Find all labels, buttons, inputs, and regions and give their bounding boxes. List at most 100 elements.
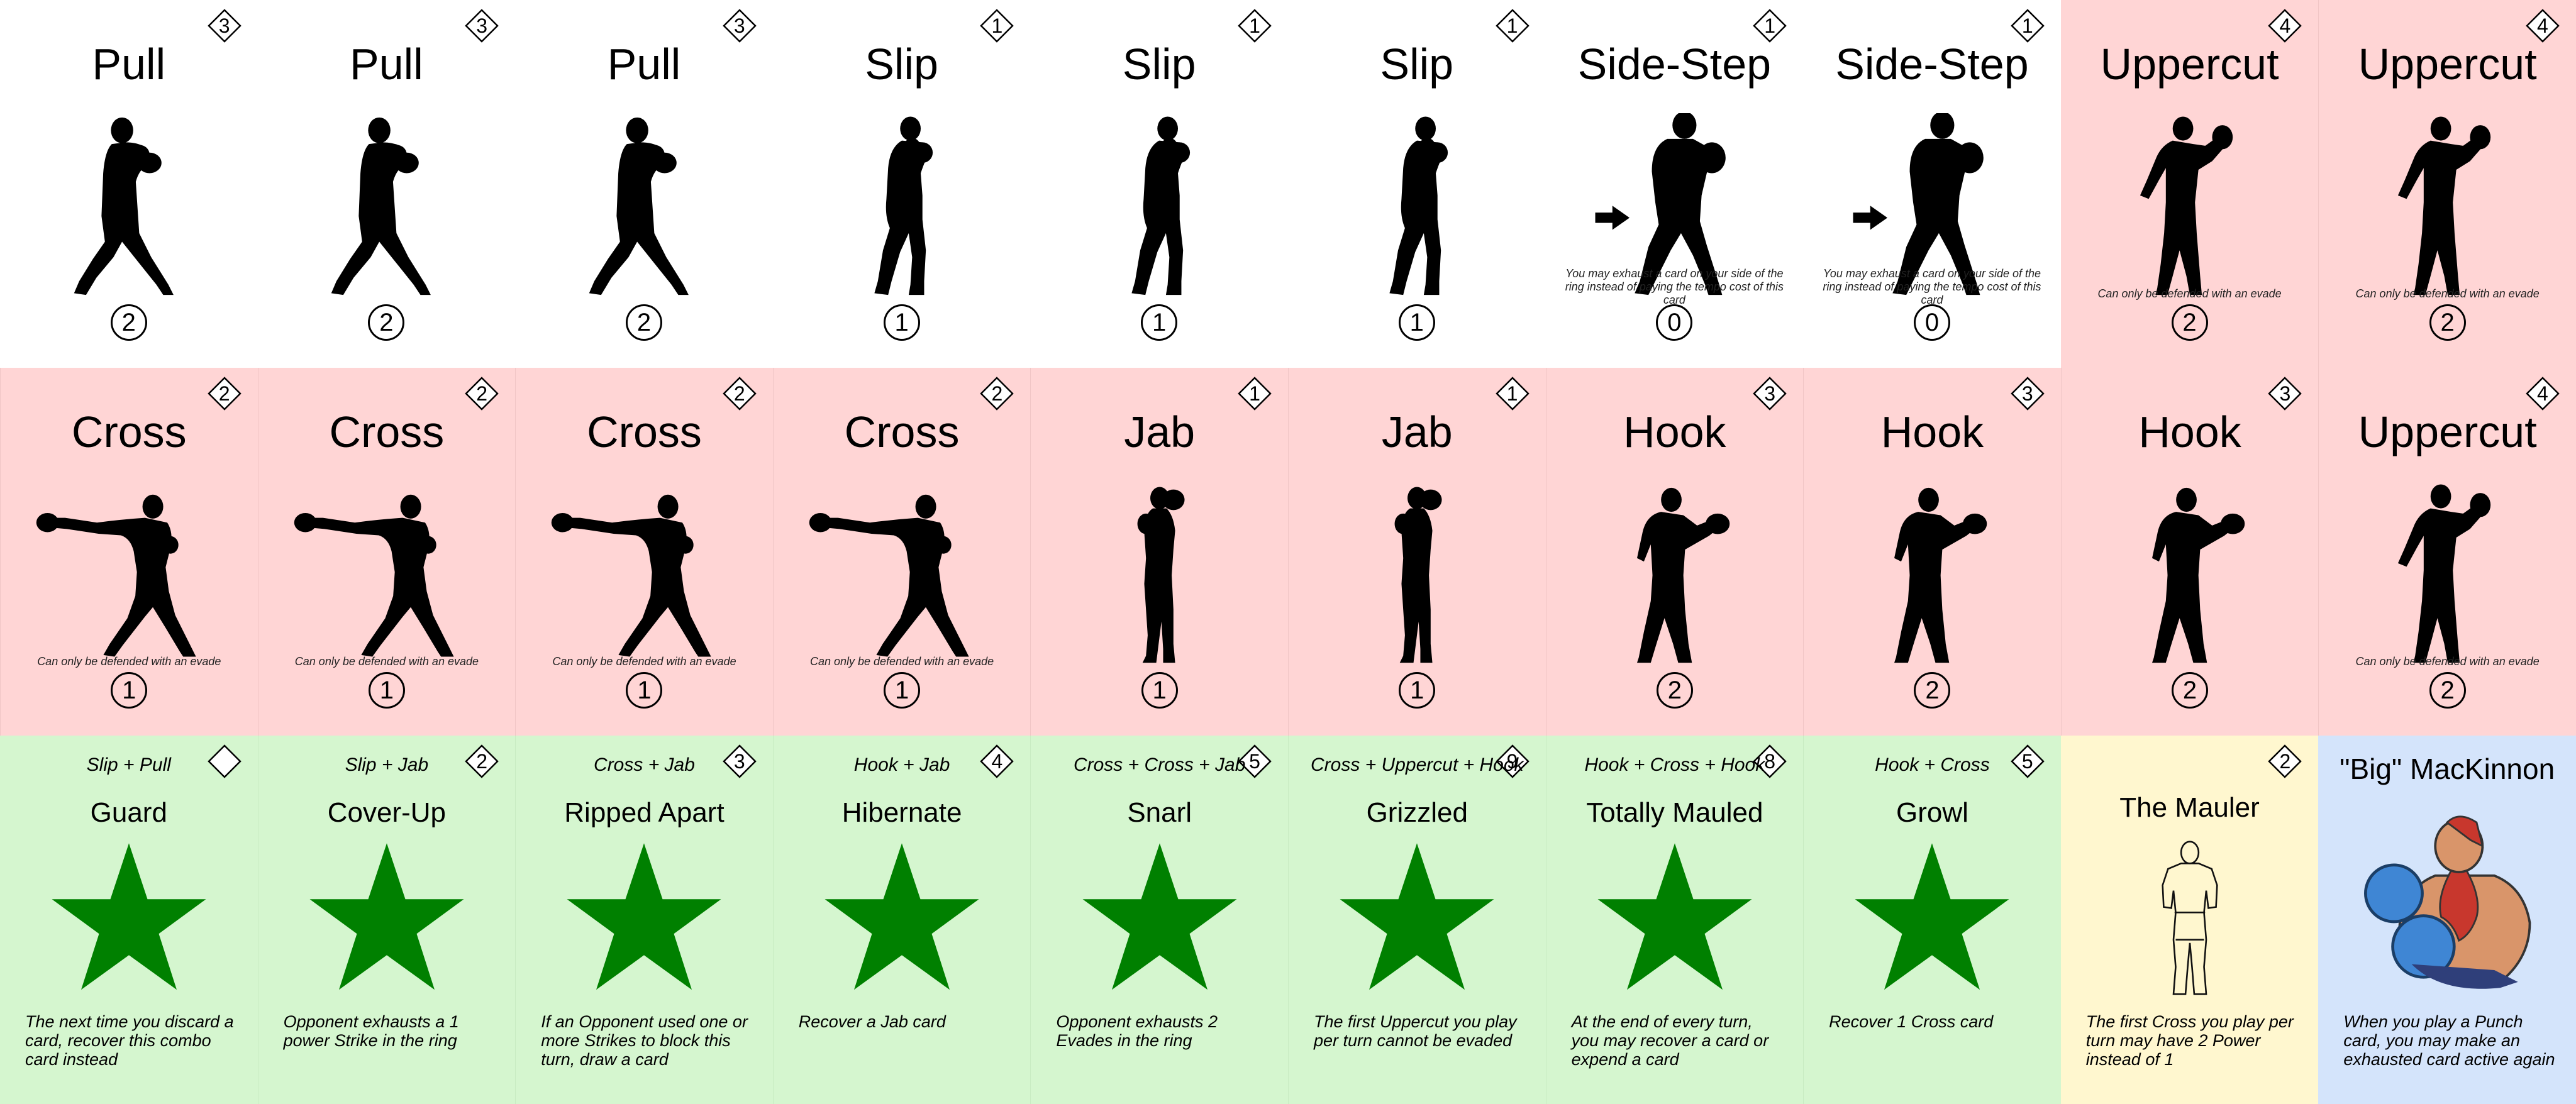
combo-card[interactable]: Slip + Pull Guard The next time you discar…	[0, 736, 258, 1104]
cost-value: 2	[2279, 750, 2291, 773]
card-title: Slip	[1122, 40, 1196, 89]
move-card[interactable]: 1 Slip 1	[772, 0, 1031, 368]
power-value: 0	[1656, 304, 1693, 341]
move-card[interactable]: 4 Uppercut Can only be defended with an e…	[2318, 368, 2576, 736]
combo-title: Snarl	[1127, 797, 1192, 828]
mauler-card[interactable]: 2 The Mauler The first Cross you play per…	[2060, 736, 2319, 1104]
move-card[interactable]: 2 Cross Can only be defended with an evad…	[0, 368, 258, 736]
cost-value: 2	[218, 382, 230, 405]
cost-value: 3	[2279, 382, 2291, 405]
cost-diamond-icon: 3	[723, 9, 757, 43]
card-title: Cross	[844, 407, 960, 456]
cost-diamond-icon: 1	[1495, 377, 1530, 411]
cost-diamond-icon: 1	[1753, 9, 1787, 43]
cost-value: 1	[1249, 382, 1260, 405]
combo-card[interactable]: 3 Cross + Jab Ripped Apart If an Opponent u…	[515, 736, 773, 1104]
card-title: Slip	[1380, 40, 1454, 89]
cost-diamond-icon: 1	[980, 9, 1014, 43]
power-value: 1	[626, 672, 663, 709]
power-value: 1	[368, 672, 405, 709]
slip-silhouette-icon	[1313, 113, 1521, 302]
power-value: 2	[110, 304, 147, 341]
cost-diamond-icon: 8	[1753, 744, 1787, 778]
combo-card[interactable]: 5 Cross + Cross + Jab Snarl Opponent exhaus…	[1030, 736, 1288, 1104]
cost-diamond-icon: 2	[980, 377, 1014, 411]
move-card[interactable]: 4 Uppercut Can only be defended with an e…	[2318, 0, 2576, 368]
card-title: Pull	[350, 40, 423, 89]
move-card[interactable]: 1 Slip 1	[1030, 0, 1288, 368]
combo-title: Growl	[1896, 797, 1968, 828]
combo-card[interactable]: 4 Hook + Jab Hibernate Recover a Jab card	[772, 736, 1031, 1104]
mauler-outline-icon	[2086, 836, 2294, 1000]
cost-diamond-icon: 4	[2526, 9, 2560, 43]
move-card[interactable]: 3 Pull 2	[0, 0, 258, 368]
star-icon	[50, 842, 208, 993]
cost-value: 3	[476, 14, 488, 37]
card-title: Hook	[2138, 407, 2241, 456]
power-value: 2	[2171, 304, 2208, 341]
power-value: 1	[883, 304, 920, 341]
combo-recipe: Hook + Jab	[853, 754, 950, 775]
cost-value: 9	[1506, 750, 1518, 773]
mauler-title: The Mauler	[2119, 792, 2260, 823]
move-card[interactable]: 3 Pull 2	[515, 0, 773, 368]
cost-diamond-icon: 3	[1753, 377, 1787, 411]
move-card[interactable]: 3 Pull 2	[257, 0, 516, 368]
hook-silhouette-icon	[2086, 481, 2294, 670]
cost-diamond-icon: 5	[2010, 744, 2045, 778]
move-card[interactable]: 2 Cross Can only be defended with an evad…	[515, 368, 773, 736]
power-value: 2	[2429, 304, 2466, 341]
move-card[interactable]: 2 Cross Can only be defended with an evad…	[257, 368, 516, 736]
cost-diamond-icon: 2	[2268, 744, 2302, 778]
move-card[interactable]: 1 Side-Step You may exhaust a card on you…	[1803, 0, 2061, 368]
move-card[interactable]: 3 Hook 2	[2060, 368, 2319, 736]
card-title: Cross	[329, 407, 445, 456]
combo-card[interactable]: 2 Slip + Jab Cover-Up Opponent exhausts a 1…	[257, 736, 516, 1104]
power-value: 1	[1399, 672, 1436, 709]
cost-diamond-icon: 3	[723, 744, 757, 778]
power-value: 2	[1914, 672, 1951, 709]
cost-value: 2	[476, 750, 488, 773]
cost-value: 4	[2537, 14, 2548, 37]
cost-diamond-icon: 3	[465, 9, 499, 43]
cost-diamond-icon: 1	[1495, 9, 1530, 43]
move-card[interactable]: 1 Jab 1	[1030, 368, 1288, 736]
cost-diamond-icon	[207, 744, 242, 778]
character-card[interactable]: "Big" MacKinnon When you play a Punch ca…	[2318, 736, 2576, 1104]
move-card[interactable]: 2 Cross Can only be defended with an evad…	[772, 368, 1031, 736]
cost-value: 1	[1506, 382, 1518, 405]
card-note: Can only be defended with an evade	[2097, 287, 2282, 300]
combo-card[interactable]: 5 Hook + Cross Growl Recover 1 Cross card	[1803, 736, 2061, 1104]
move-card[interactable]: 3 Hook 2	[1803, 368, 2061, 736]
card-title: Uppercut	[2100, 40, 2279, 89]
uppercut-silhouette-icon	[2086, 113, 2294, 302]
combo-text: At the end of every turn, you may recove…	[1571, 1012, 1769, 1069]
move-card[interactable]: 1 Slip 1	[1287, 0, 1546, 368]
move-card[interactable]: 4 Uppercut Can only be defended with an e…	[2060, 0, 2319, 368]
move-card[interactable]: 1 Jab 1	[1287, 368, 1546, 736]
character-name: "Big" MacKinnon	[2340, 753, 2555, 785]
combo-recipe: Cross + Cross + Jab	[1073, 754, 1246, 775]
card-title: Jab	[1381, 407, 1453, 456]
power-value: 0	[1913, 304, 1950, 341]
move-card[interactable]: 1 Side-Step You may exhaust a card on you…	[1545, 0, 1804, 368]
card-note: Can only be defended with an evade	[2355, 287, 2540, 300]
side-step-silhouette-icon	[1570, 113, 1778, 302]
combo-card[interactable]: 8 Hook + Cross + Hook Totally Mauled At the…	[1545, 736, 1804, 1104]
cost-value: 1	[2021, 14, 2033, 37]
cost-value: 3	[733, 14, 745, 37]
cost-diamond-icon: 1	[2010, 9, 2045, 43]
cost-value: 1	[1249, 14, 1260, 37]
cost-value: 2	[476, 382, 488, 405]
cost-diamond-icon: 1	[1238, 9, 1272, 43]
combo-card[interactable]: 9 Cross + Uppercut + Hook Grizzled The firs…	[1287, 736, 1546, 1104]
card-title: Side-Step	[1577, 40, 1772, 89]
hook-silhouette-icon	[1571, 481, 1779, 670]
cost-diamond-icon: 2	[465, 377, 499, 411]
cost-value: 3	[1764, 382, 1776, 405]
character-text: When you play a Punch card, you may make…	[2343, 1012, 2555, 1069]
cost-value: 5	[2021, 750, 2033, 773]
move-card[interactable]: 3 Hook 2	[1545, 368, 1804, 736]
card-title: Slip	[865, 40, 938, 89]
